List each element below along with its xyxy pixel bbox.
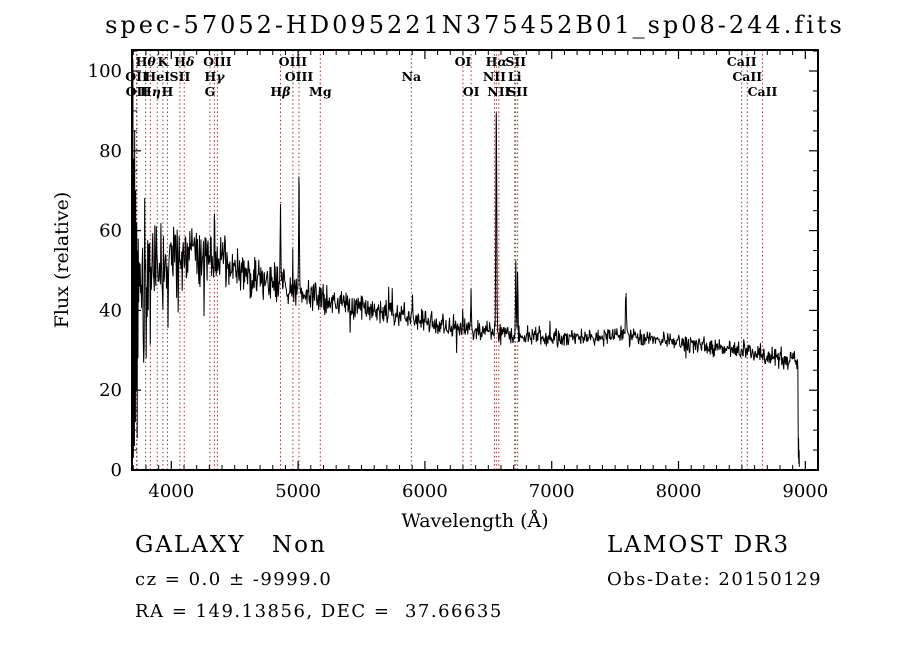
y-tick-label: 80	[99, 141, 122, 162]
line-label-oi: OI	[455, 54, 472, 69]
spectral-line-labels: OIIOIIHθHηHeIKHSIIHδGHγOIIIHβOIIIOIIIMgN…	[125, 54, 777, 99]
line-label-caii: CaII	[727, 54, 757, 69]
line-label-oi: OI	[463, 84, 480, 99]
x-tick-label: 6000	[402, 481, 448, 502]
y-axis-title: Flux (relative)	[51, 192, 73, 329]
ra-dec-line: RA = 149.13856, DEC = 37.66635	[135, 601, 503, 622]
line-label-hθ: Hθ	[136, 54, 157, 69]
line-label-k: K	[158, 54, 170, 69]
line-label-hα: Hα	[486, 54, 508, 69]
line-label-hei: HeI	[144, 69, 170, 84]
line-label-li: Li	[508, 69, 522, 84]
line-label-oiii: OIII	[203, 54, 232, 69]
obs-date-line: Obs-Date: 20150129	[607, 569, 822, 590]
x-tick-label: 8000	[656, 481, 702, 502]
x-tick-label: 7000	[529, 481, 575, 502]
line-label-oiii: OIII	[285, 69, 314, 84]
x-tick-label: 9000	[782, 481, 828, 502]
line-label-sii: SII	[505, 54, 526, 69]
line-label-oii: OII	[126, 84, 149, 99]
x-tick-label: 5000	[275, 481, 321, 502]
plot-title: spec-57052-HD095221N375452B01_sp08-244.f…	[105, 11, 845, 39]
axes-and-ticks: 4000 5000 6000 7000 8000 9000 0 20 40 60 80 100	[88, 49, 828, 502]
y-tick-label: 0	[111, 460, 122, 481]
y-tick-label: 60	[99, 221, 122, 242]
spectral-line-markers	[136, 50, 763, 470]
line-label-hη: Hη	[140, 84, 161, 99]
spectrum-trace-group	[131, 59, 800, 467]
line-label-nii: NII	[483, 69, 506, 84]
y-tick-label: 100	[88, 61, 122, 82]
x-axis-title: Wavelength (Å)	[401, 510, 548, 532]
cz-value-line: cz = 0.0 ± -9999.0	[135, 569, 332, 590]
spectrum-trace	[131, 59, 800, 467]
line-label-oiii: OIII	[279, 54, 308, 69]
line-label-caii: CaII	[732, 69, 762, 84]
line-label-mg: Mg	[309, 84, 332, 99]
line-label-oii: OII	[125, 69, 148, 84]
classification-label: GALAXY	[135, 532, 245, 558]
line-label-caii: CaII	[748, 84, 778, 99]
line-label-hγ: Hγ	[204, 69, 225, 84]
line-label-g: G	[205, 84, 216, 99]
line-label-sii: SII	[507, 84, 528, 99]
subclass-label: Non	[272, 532, 327, 558]
y-tick-label: 20	[99, 380, 122, 401]
plot-frame	[131, 49, 819, 471]
line-label-hβ: Hβ	[270, 84, 291, 99]
line-label-na: Na	[402, 69, 422, 84]
line-label-nii: NII	[487, 84, 510, 99]
x-tick-label: 4000	[148, 481, 194, 502]
line-label-sii: SII	[170, 69, 191, 84]
survey-label: LAMOST DR3	[607, 532, 790, 558]
line-label-hδ: Hδ	[174, 54, 194, 69]
line-label-h: H	[161, 84, 173, 99]
y-tick-label: 40	[99, 300, 122, 321]
